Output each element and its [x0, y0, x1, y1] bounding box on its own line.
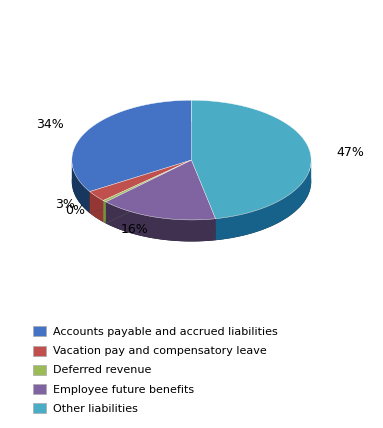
Polygon shape	[90, 160, 192, 213]
Polygon shape	[106, 202, 216, 241]
Polygon shape	[103, 201, 106, 223]
Polygon shape	[103, 160, 192, 222]
Polygon shape	[90, 160, 192, 213]
Text: 3%: 3%	[55, 198, 75, 211]
Polygon shape	[106, 160, 192, 223]
Text: 0%: 0%	[65, 204, 85, 217]
Polygon shape	[192, 160, 216, 240]
Text: 47%: 47%	[337, 146, 365, 159]
Polygon shape	[103, 160, 192, 202]
Polygon shape	[106, 160, 216, 220]
Polygon shape	[192, 100, 311, 219]
Text: 34%: 34%	[36, 118, 64, 131]
Polygon shape	[106, 160, 192, 223]
Polygon shape	[90, 160, 192, 201]
Polygon shape	[72, 160, 90, 213]
Legend: Accounts payable and accrued liabilities, Vacation pay and compensatory leave, D: Accounts payable and accrued liabilities…	[29, 322, 282, 418]
Polygon shape	[103, 160, 192, 222]
Ellipse shape	[72, 122, 311, 241]
Text: 16%: 16%	[121, 223, 149, 236]
Polygon shape	[72, 100, 192, 192]
Polygon shape	[192, 160, 216, 240]
Polygon shape	[90, 192, 103, 222]
Polygon shape	[216, 160, 311, 240]
